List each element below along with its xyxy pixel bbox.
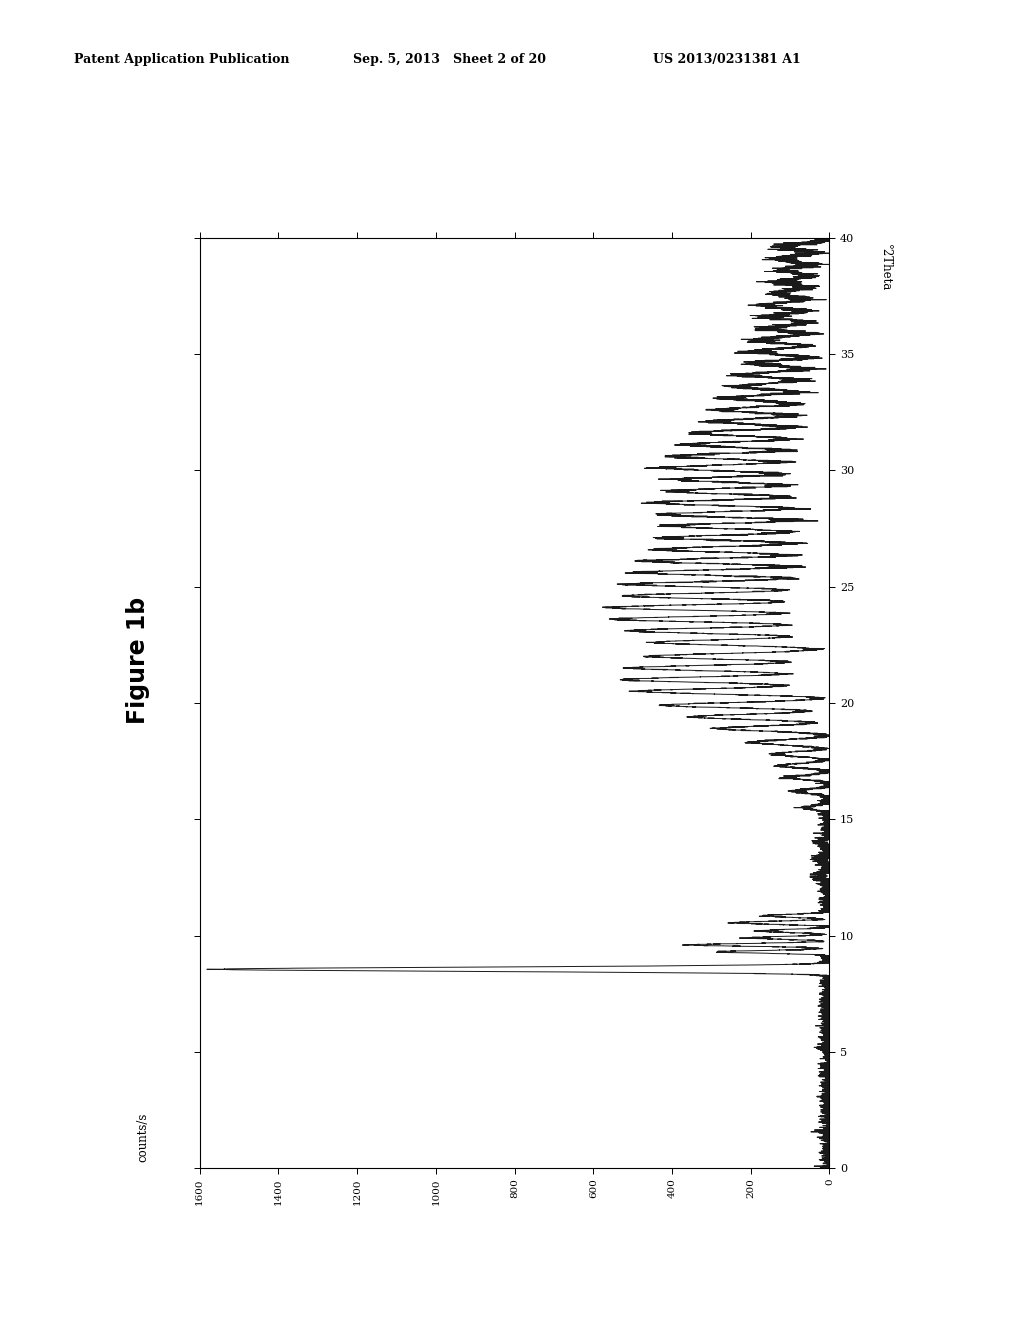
Text: Sep. 5, 2013   Sheet 2 of 20: Sep. 5, 2013 Sheet 2 of 20 bbox=[353, 53, 546, 66]
Text: °2Theta: °2Theta bbox=[880, 244, 892, 292]
Text: Figure 1b: Figure 1b bbox=[126, 597, 151, 723]
Text: US 2013/0231381 A1: US 2013/0231381 A1 bbox=[653, 53, 801, 66]
Text: Patent Application Publication: Patent Application Publication bbox=[74, 53, 289, 66]
Text: counts/s: counts/s bbox=[137, 1113, 150, 1162]
